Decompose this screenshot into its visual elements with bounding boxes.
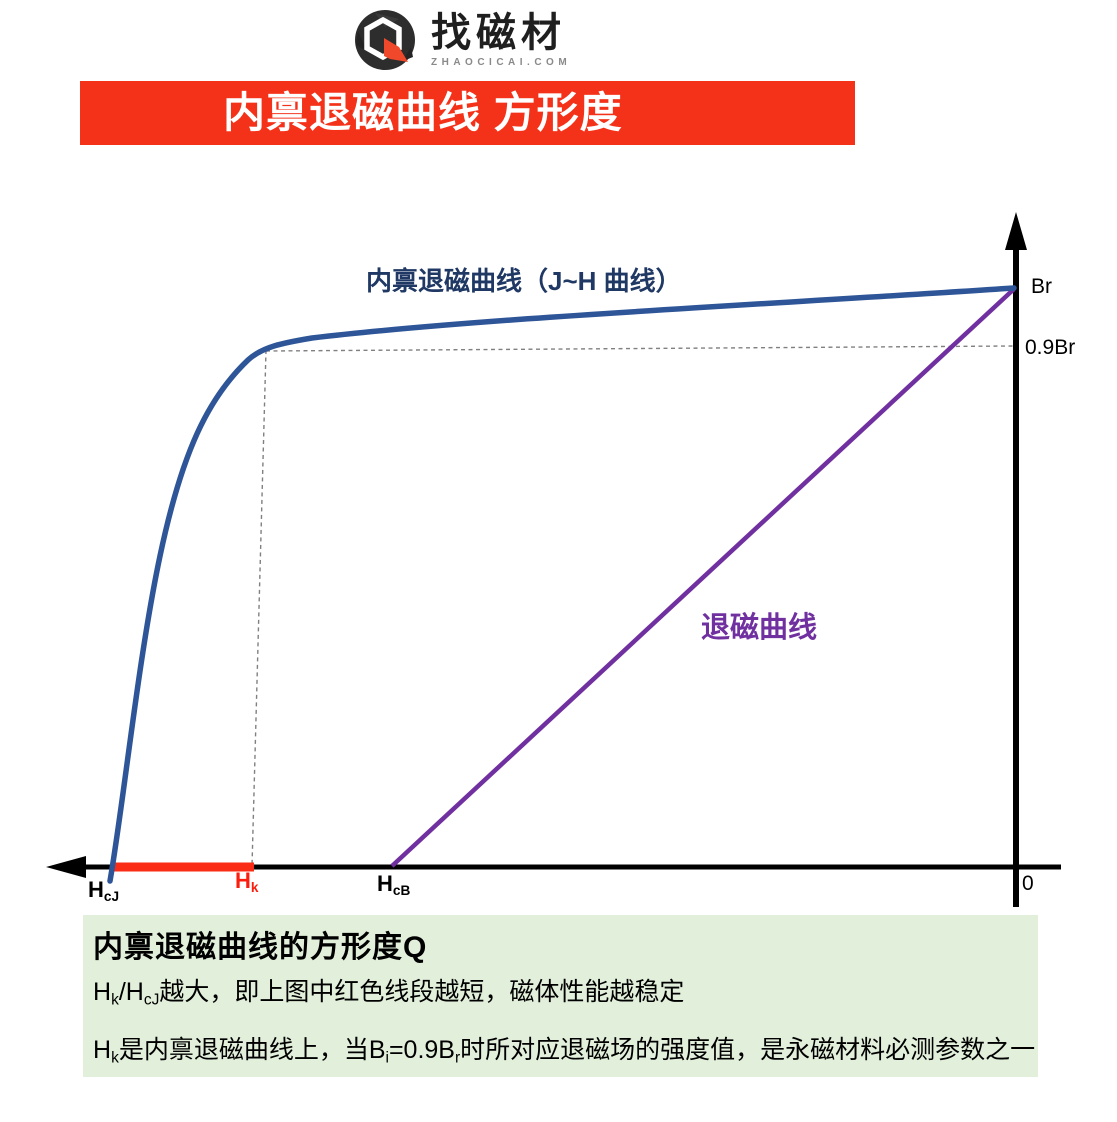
hex-cube-logo-icon <box>355 10 415 70</box>
demag-curve-label: 退磁曲线 <box>701 612 818 644</box>
brand-logo: 找磁材 ZHAOCICAI.COM <box>353 7 571 71</box>
logo-facet <box>403 47 413 61</box>
notes-line-3: Hk是内禀退磁曲线上，当Bi=0.9Br时所对应退磁场的强度值，是永磁材料必测参… <box>93 1036 1036 1067</box>
jh-curve <box>107 285 1017 884</box>
hk-sub: k <box>250 879 259 895</box>
x-axis-arrow-icon <box>46 856 86 878</box>
hcb-main: H <box>377 871 393 896</box>
jh-curve-label: 内禀退磁曲线（J~H 曲线） <box>366 266 682 296</box>
hcj-sub: cJ <box>103 888 120 904</box>
y-tick-br: Br <box>1031 275 1052 298</box>
notes-box: 内禀退磁曲线的方形度Q Hk/HcJ越大，即上图中红色线段越短，磁体性能越稳定 … <box>83 915 1038 1077</box>
hcj-main: H <box>88 877 104 902</box>
dashed-guide-horizontal <box>265 345 1015 352</box>
y-tick-09br: 0.9Br <box>1025 336 1076 359</box>
x-tick-hcb: HcB <box>377 871 410 898</box>
hk-main: H <box>235 868 251 893</box>
brand-domain: ZHAOCICAI.COM <box>431 57 572 68</box>
notes-line-2: Hk/HcJ越大，即上图中红色线段越短，磁体性能越稳定 <box>93 978 685 1009</box>
notes-title: 内禀退磁曲线的方形度Q <box>93 931 428 964</box>
brand-name: 找磁材 <box>431 11 566 55</box>
logo-hexagon <box>364 16 402 61</box>
x-tick-hcj: HcJ <box>88 877 119 904</box>
dashed-guide-vertical <box>251 349 267 867</box>
y-axis-arrow-icon <box>1005 212 1027 250</box>
page-title: 内禀退磁曲线 方形度 <box>223 89 623 136</box>
logo-red-cube-face <box>384 38 408 62</box>
x-tick-hk: Hk <box>235 868 258 895</box>
origin-tick-zero: 0 <box>1022 872 1034 895</box>
title-banner: 内禀退磁曲线 方形度 <box>80 81 855 145</box>
logo-text: 找磁材 ZHAOCICAI.COM <box>431 7 571 68</box>
demag-line <box>390 287 1016 868</box>
hcb-sub: cB <box>392 882 411 898</box>
